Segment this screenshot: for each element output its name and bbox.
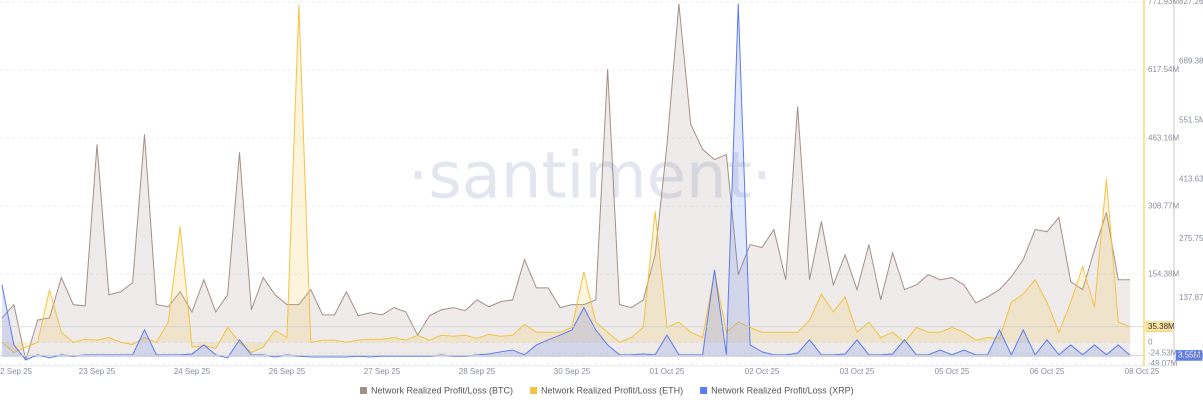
area	[2, 4, 1131, 353]
x-tick-label: 02 Oct 25	[745, 367, 780, 376]
x-tick-label: 24 Sep 25	[174, 367, 211, 376]
y-tick-label: 154.38M	[1148, 269, 1179, 278]
x-tick-label: 03 Oct 25	[840, 367, 875, 376]
y-tick-label: -24.53M	[1148, 348, 1178, 357]
x-tick-label: 05 Oct 25	[935, 367, 970, 376]
last-value-badge	[1175, 350, 1203, 361]
y2-tick-label: 413.63M	[1179, 175, 1203, 184]
line	[1, 3, 1131, 361]
legend-label: Network Realized Profit/Loss (BTC)	[371, 385, 513, 395]
y2-tick-label: 551.5M	[1179, 115, 1203, 124]
y2-tick-label: 137.87M	[1179, 293, 1203, 302]
x-tick-label: 30 Sep 25	[554, 367, 591, 376]
x-tick-label: 28 Sep 25	[459, 367, 496, 376]
y-tick-label: 308.77M	[1148, 201, 1179, 210]
y-tick-label: 0	[1148, 337, 1153, 346]
legend-label: Network Realized Profit/Loss (ETH)	[541, 385, 683, 395]
x-tick-label: 06 Oct 25	[1030, 367, 1065, 376]
x-tick-label: 01 Oct 25	[650, 367, 685, 376]
y-tick-label: 617.54M	[1148, 65, 1179, 74]
y-tick-label: 771.93M	[1148, 0, 1179, 6]
x-tick-label: 27 Sep 25	[364, 367, 401, 376]
legend-swatch	[530, 387, 538, 394]
legend-swatch	[360, 387, 367, 394]
last-value-label: 35.38M	[1148, 322, 1175, 331]
y2-tick-label: 689.38M	[1179, 56, 1203, 65]
last-value-label: 3.55M	[1178, 351, 1201, 360]
area	[2, 3, 1131, 360]
legend-swatch	[700, 387, 708, 394]
x-tick-label: 22 Sep 25	[0, 367, 33, 376]
x-tick-label: 26 Sep 25	[269, 367, 306, 376]
y2-tick-label: 827.26M	[1179, 0, 1203, 6]
y-tick-label: -49.07M	[1148, 359, 1178, 368]
legend-label: Network Realized Profit/Loss (XRP)	[711, 385, 854, 395]
y2-tick-label: 275.75M	[1179, 234, 1203, 243]
x-tick-label: 23 Sep 25	[79, 367, 116, 376]
line	[1, 3, 1131, 361]
y2-tick-label: -0.00M	[1179, 352, 1203, 361]
last-value-badge	[1145, 321, 1173, 333]
watermark: ·santiment·	[408, 140, 772, 214]
x-tick-label: 08 Oct 25	[1125, 367, 1160, 376]
y-tick-label: 463.16M	[1148, 133, 1179, 142]
